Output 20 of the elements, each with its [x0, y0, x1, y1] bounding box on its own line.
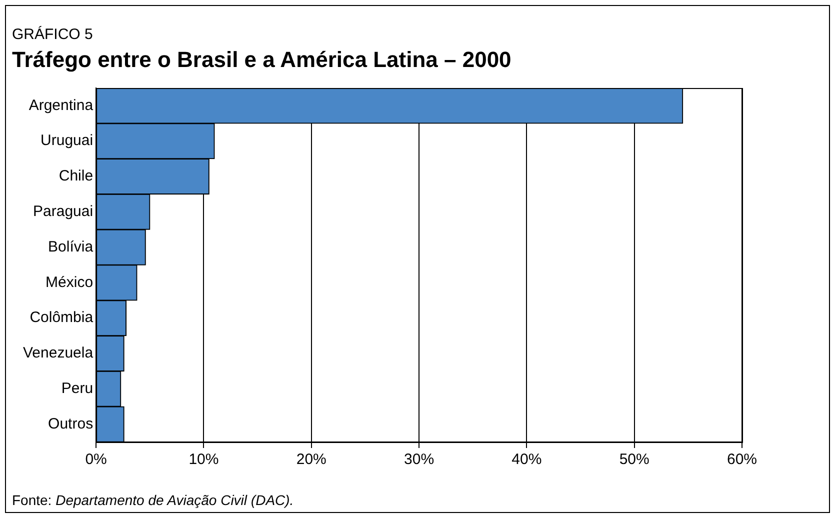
y-tick-label: Chile — [58, 168, 94, 185]
x-tick-label: 40% — [512, 451, 542, 468]
y-tick-label: México — [46, 274, 94, 291]
y-tick-label: Outros — [48, 415, 94, 432]
x-tick-label: 10% — [188, 451, 219, 468]
x-tick-label: 60% — [726, 451, 758, 468]
y-tick-label: Paraguai — [33, 203, 94, 220]
y-tick-label: Venezuela — [22, 344, 94, 362]
x-tick-label: 50% — [619, 451, 650, 468]
y-tick-label: Peru — [61, 380, 94, 398]
y-tick-label: Uruguai — [40, 132, 94, 150]
x-tick-label: 0% — [85, 451, 107, 468]
x-tick-label: 30% — [404, 451, 434, 468]
y-tick-label: Colômbia — [30, 309, 94, 326]
x-tick-label: 20% — [296, 451, 326, 468]
y-tick-label: Bolívia — [48, 238, 94, 256]
y-tick-label: Argentina — [28, 96, 94, 114]
chart-subtitle: GRÁFICO 5 — [12, 26, 93, 43]
chart-title: Tráfego entre o Brasil e a América Latina – 2000 — [12, 47, 512, 73]
source-note: Fonte: Departamento de Aviação Civil (DAC). — [12, 492, 294, 508]
